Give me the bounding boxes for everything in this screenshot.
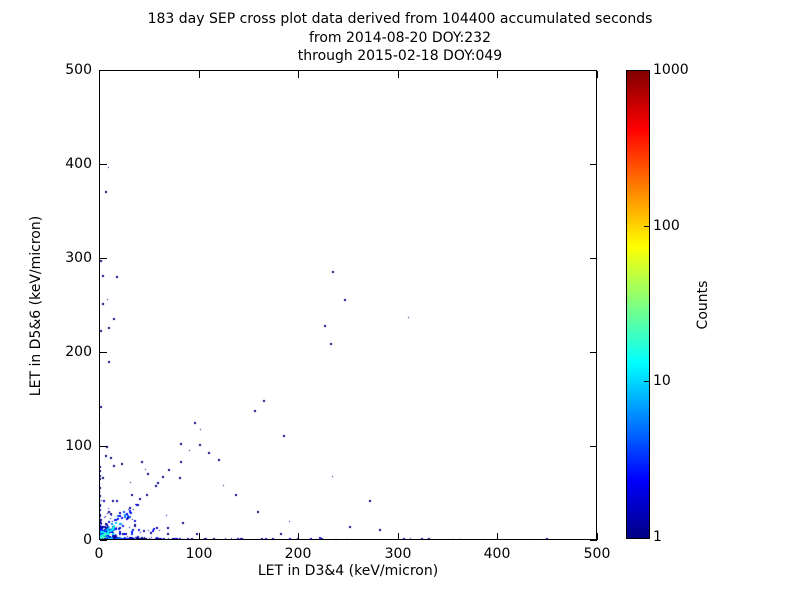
x-tick-label: 200 xyxy=(284,546,312,562)
x-tick-mark-top xyxy=(199,71,200,78)
y-tick-label: 200 xyxy=(65,344,92,360)
x-tick-mark xyxy=(298,533,299,540)
y-tick-mark-right xyxy=(590,352,597,353)
y-tick-label: 300 xyxy=(65,250,92,266)
x-tick-label: 300 xyxy=(384,546,412,562)
y-tick-mark-right xyxy=(590,446,597,447)
plot-title: 183 day SEP cross plot data derived from… xyxy=(100,10,700,66)
plot-title-line2: from 2014-08-20 DOY:232 xyxy=(308,29,491,46)
x-tick-mark xyxy=(199,533,200,540)
y-tick-mark-right xyxy=(590,70,597,71)
y-tick-mark xyxy=(100,70,107,71)
x-tick-label: 500 xyxy=(583,546,611,562)
y-tick-mark xyxy=(100,164,107,165)
colorbar-tick-label: 10 xyxy=(653,373,671,389)
x-tick-mark xyxy=(398,533,399,540)
x-tick-mark-top xyxy=(298,71,299,78)
colorbar-tick-label: 1000 xyxy=(653,62,689,78)
x-tick-label: 0 xyxy=(94,546,104,562)
y-tick-mark xyxy=(100,540,107,541)
x-axis-label: LET in D3&4 (keV/micron) xyxy=(257,563,439,579)
y-tick-mark xyxy=(100,352,107,353)
y-tick-label: 500 xyxy=(65,62,92,78)
y-axis-label: LET in D5&6 (keV/micron) xyxy=(28,215,44,397)
y-tick-mark xyxy=(100,258,107,259)
colorbar-tick-label: 1 xyxy=(653,529,662,545)
x-tick-mark xyxy=(99,533,100,540)
colorbar-axis-label: Counts xyxy=(695,280,711,330)
y-tick-label: 0 xyxy=(83,532,92,548)
x-tick-mark-top xyxy=(398,71,399,78)
y-tick-mark-right xyxy=(590,258,597,259)
x-tick-label: 400 xyxy=(483,546,511,562)
scatter-plot-canvas xyxy=(99,70,597,540)
plot-title-line3: through 2015-02-18 DOY:049 xyxy=(297,48,503,64)
y-tick-label: 400 xyxy=(65,156,92,172)
x-tick-mark xyxy=(597,533,598,540)
y-tick-mark-right xyxy=(590,164,597,165)
x-tick-label: 100 xyxy=(185,546,213,562)
x-tick-mark-top xyxy=(497,71,498,78)
y-tick-mark xyxy=(100,446,107,447)
y-tick-label: 100 xyxy=(65,438,92,454)
colorbar-tick-mark xyxy=(644,226,650,227)
x-tick-mark-top xyxy=(597,71,598,78)
x-tick-mark-top xyxy=(99,71,100,78)
colorbar-gradient xyxy=(626,70,650,539)
colorbar-tick-label: 100 xyxy=(653,218,680,234)
plot-title-line1: 183 day SEP cross plot data derived from… xyxy=(147,11,653,27)
x-tick-mark xyxy=(497,533,498,540)
y-tick-mark-right xyxy=(590,540,597,541)
colorbar-tick-mark xyxy=(644,381,650,382)
